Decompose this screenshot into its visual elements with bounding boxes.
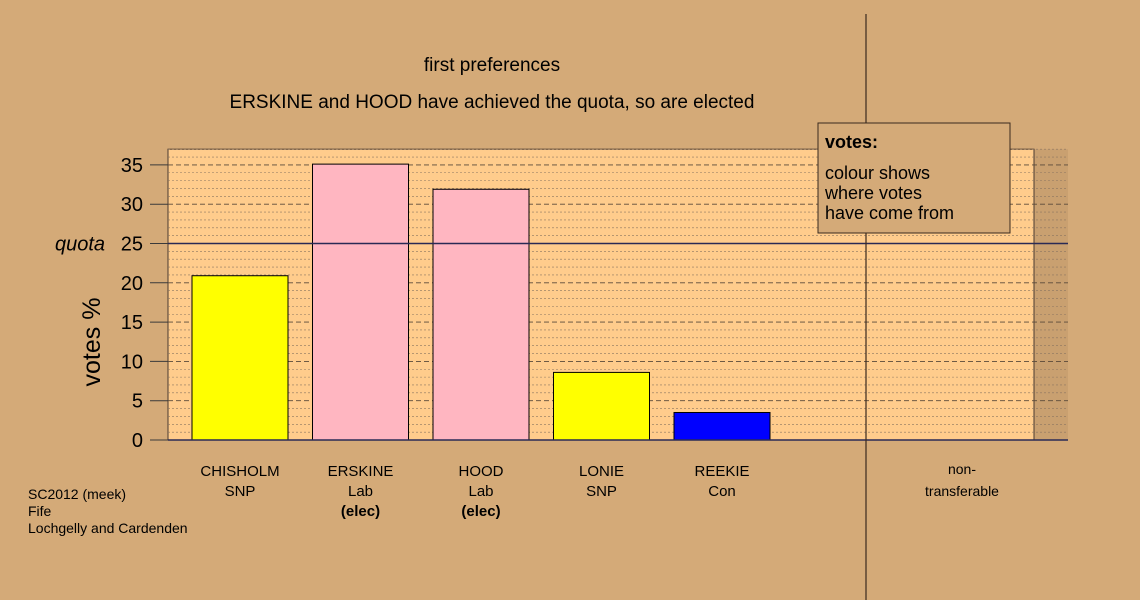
x-label-status: (elec): [341, 503, 380, 520]
bar-lonie: [553, 371, 650, 441]
y-tick-label: 35: [121, 155, 143, 177]
quota-label: quota: [55, 234, 105, 256]
bar-erskine: [312, 163, 409, 441]
y-tick-label: 25: [121, 234, 143, 256]
x-label-name: CHISHOLM: [200, 463, 279, 480]
y-tick-label: 30: [121, 194, 143, 216]
x-label-name: HOOD: [459, 463, 504, 480]
footer-election: SC2012 (meek): [28, 486, 126, 502]
chart-subtitle: ERSKINE and HOOD have achieved the quota…: [230, 92, 755, 113]
x-label-party: SNP: [586, 483, 617, 500]
x-label-party: Lab: [348, 483, 373, 500]
bar-chisholm: [191, 275, 289, 441]
bars: [191, 163, 771, 441]
nontransferable-label-line2: transferable: [925, 483, 999, 499]
legend-line: have come from: [825, 203, 954, 223]
chart-title: first preferences: [424, 55, 560, 76]
bar-reekie: [673, 411, 771, 441]
bar-hood: [432, 188, 530, 441]
x-label-name: ERSKINE: [328, 463, 394, 480]
x-label-party: Lab: [468, 483, 493, 500]
y-tick-label: 5: [132, 391, 143, 413]
x-label-name: LONIE: [579, 463, 624, 480]
legend-line: colour shows: [825, 163, 930, 183]
footer-ward: Lochgelly and Cardenden: [28, 520, 188, 536]
x-label-party: SNP: [225, 483, 256, 500]
x-label-name: REEKIE: [694, 463, 749, 480]
y-axis-label: votes %: [78, 298, 106, 387]
legend: votes: colour shows where votes have com…: [817, 122, 1011, 234]
legend-line: where votes: [824, 183, 922, 203]
y-tick-label: 15: [121, 312, 143, 334]
y-tick-label: 10: [121, 351, 143, 373]
legend-title: votes:: [825, 132, 878, 152]
y-tick-label: 0: [132, 430, 143, 452]
x-label-party: Con: [708, 483, 736, 500]
x-label-status: (elec): [461, 503, 500, 520]
legend-box: [817, 122, 1011, 234]
y-tick-labels: 0 5 10 15 20 25 30 35: [121, 155, 168, 452]
nontransferable-label-line1: non-: [948, 461, 976, 477]
y-tick-label: 20: [121, 273, 143, 295]
x-category-labels: CHISHOLM SNP ERSKINE Lab (elec) HOOD Lab (elec)…: [200, 463, 749, 520]
footer-council: Fife: [28, 503, 52, 519]
